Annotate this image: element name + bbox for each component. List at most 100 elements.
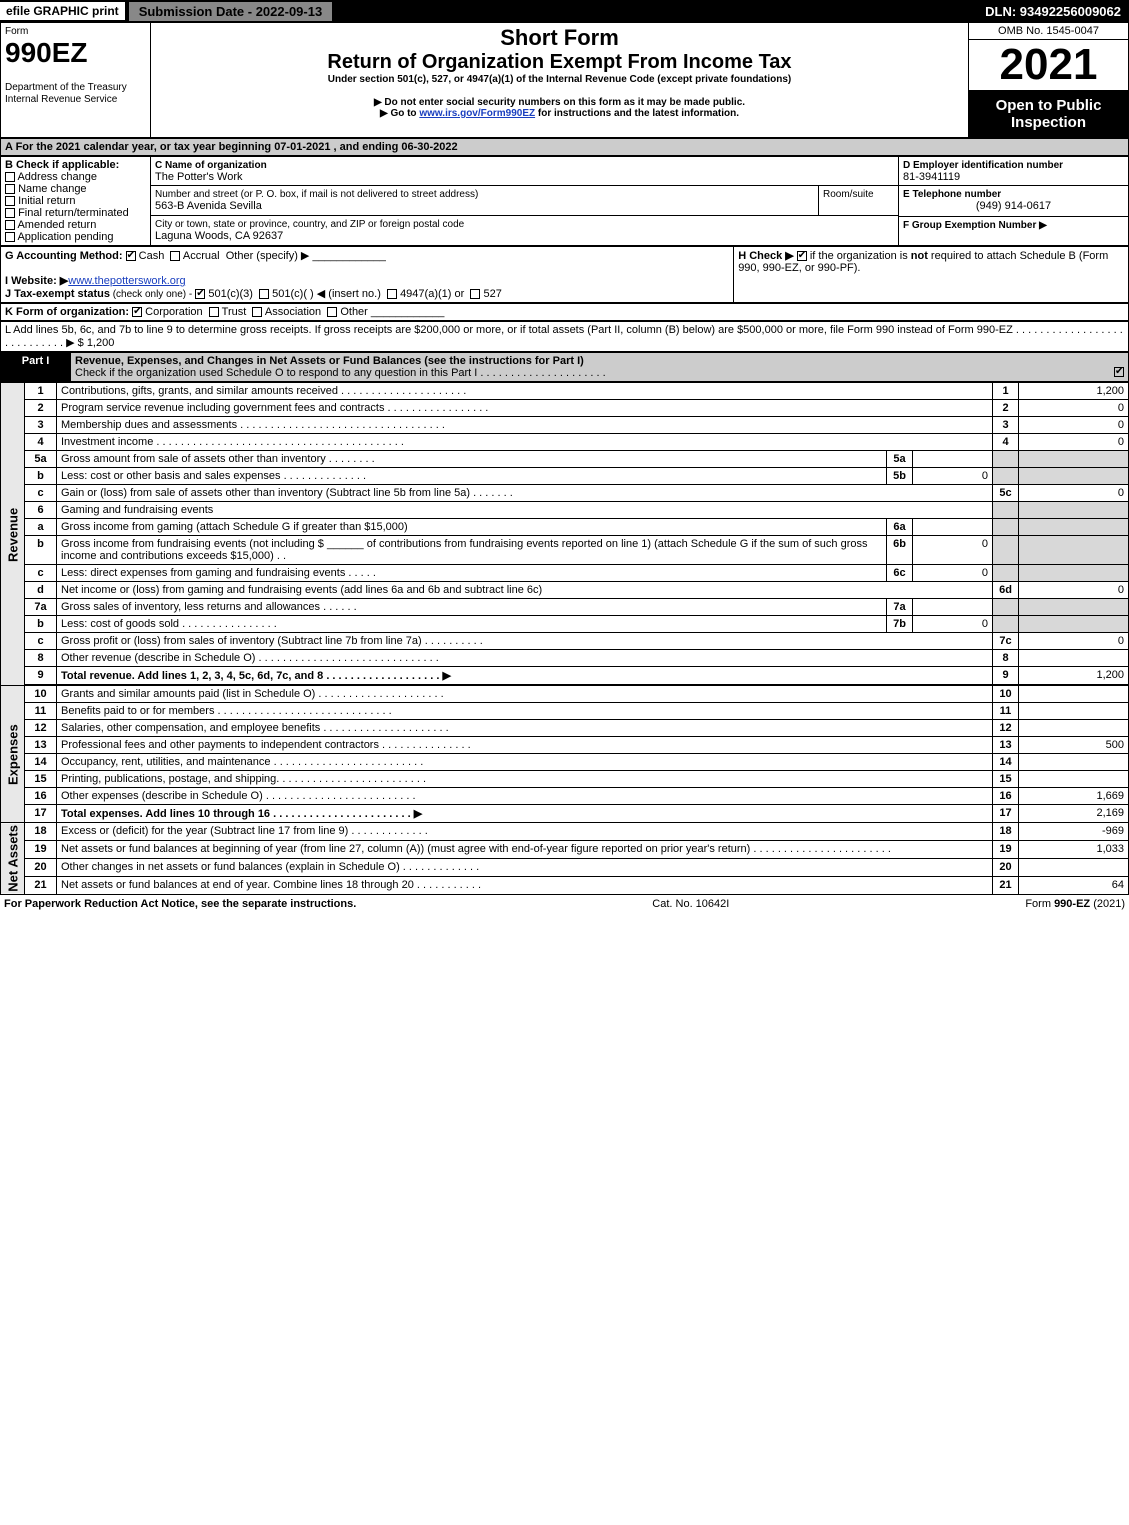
checkbox-amended-return[interactable] [5,220,15,230]
line-amount [1019,650,1129,667]
footer-right-pre: Form [1025,898,1054,910]
c-city-label: City or town, state or province, country… [155,219,464,230]
shaded-cell [1019,519,1129,536]
line-num: 16 [25,788,57,805]
netassets-section-label: Net Assets [1,823,25,895]
line-text: Total expenses. Add lines 10 through 16 … [57,805,993,823]
line-text: Membership dues and assessments . . . . … [57,417,993,434]
room-suite-label: Room/suite [823,189,874,200]
shaded-cell [1019,565,1129,582]
checkbox-schedule-o[interactable] [1114,367,1124,377]
line-amount: 0 [1019,633,1129,650]
org-name: The Potter's Work [155,171,242,183]
line-refnum: 2 [993,400,1019,417]
h-label: H Check ▶ [738,250,794,262]
efile-label[interactable]: efile GRAPHIC print [0,2,125,20]
expenses-section-label: Expenses [1,686,25,823]
note-goto-pre: ▶ Go to [380,108,419,119]
checkbox-corporation[interactable] [132,307,142,317]
shaded-cell [993,565,1019,582]
line-refnum: 10 [993,686,1019,703]
j-501c: 501(c)( ) ◀ (insert no.) [272,288,381,300]
line-amount: 1,033 [1019,840,1129,858]
part1-label: Part I [1,353,71,382]
submission-date: Submission Date - 2022-09-13 [129,2,333,21]
checkbox-accrual[interactable] [170,251,180,261]
checkbox-name-change[interactable] [5,184,15,194]
sub-refnum: 7a [887,599,913,616]
b-opt-4: Amended return [17,219,96,231]
checkbox-initial-return[interactable] [5,196,15,206]
footer-right: Form 990-EZ (2021) [1025,898,1125,910]
checkbox-final-return[interactable] [5,208,15,218]
checkbox-527[interactable] [470,289,480,299]
line-text: Gross sales of inventory, less returns a… [57,599,887,616]
line-num: 1 [25,383,57,400]
line-refnum: 11 [993,703,1019,720]
street-address: 563-B Avenida Sevilla [155,200,262,212]
checkbox-cash[interactable] [126,251,136,261]
checkbox-application-pending[interactable] [5,232,15,242]
section-bcdef: B Check if applicable: Address change Na… [0,156,1129,246]
checkbox-association[interactable] [252,307,262,317]
k-corp: Corporation [145,306,202,318]
shaded-cell [993,519,1019,536]
checkbox-trust[interactable] [209,307,219,317]
sub-amount [913,519,993,536]
checkbox-4947[interactable] [387,289,397,299]
line-amount [1019,754,1129,771]
c-addr-label: Number and street (or P. O. box, if mail… [155,189,478,200]
checkbox-501c3[interactable] [195,289,205,299]
line-amount [1019,686,1129,703]
line-text: Gaming and fundraising events [57,502,993,519]
revenue-section-label: Revenue [1,383,25,686]
line-amount: 2,169 [1019,805,1129,823]
line-num: c [25,485,57,502]
k-label: K Form of organization: [5,306,129,318]
g-cash: Cash [139,250,165,262]
checkbox-other[interactable] [327,307,337,317]
row-a: A For the 2021 calendar year, or tax yea… [0,138,1129,156]
f-label: F Group Exemption Number ▶ [903,220,1047,231]
line-refnum: 9 [993,667,1019,685]
line-text: Salaries, other compensation, and employ… [57,720,993,737]
g-other: Other (specify) ▶ [226,250,310,262]
line-text: Gross income from fundraising events (no… [57,536,887,565]
dln: DLN: 93492256009062 [977,2,1129,21]
line-text: Gross income from gaming (attach Schedul… [57,519,887,536]
line-text: Gross amount from sale of assets other t… [57,451,887,468]
footer-left: For Paperwork Reduction Act Notice, see … [4,898,356,910]
line-refnum: 4 [993,434,1019,451]
sub-refnum: 5a [887,451,913,468]
line-amount: 0 [1019,582,1129,599]
top-bar: efile GRAPHIC print Submission Date - 20… [0,0,1129,22]
line-num: 12 [25,720,57,737]
line-amount: 0 [1019,417,1129,434]
line-text: Other expenses (describe in Schedule O) … [57,788,993,805]
g-accrual: Accrual [183,250,220,262]
h-text-pre: if the organization is [810,250,911,262]
line-num: 4 [25,434,57,451]
j-527: 527 [483,288,501,300]
line-text-part1: Gross income from fundraising events (no… [61,538,324,550]
line-num: 6 [25,502,57,519]
line-text: Occupancy, rent, utilities, and maintena… [57,754,993,771]
checkbox-address-change[interactable] [5,172,15,182]
k-assoc: Association [265,306,321,318]
short-form-title: Short Form [155,25,964,51]
website-link[interactable]: www.thepotterswork.org [68,275,185,287]
d-label: D Employer identification number [903,160,1063,171]
line-amount [1019,771,1129,788]
line-text: Contributions, gifts, grants, and simila… [57,383,993,400]
dept-irs: Internal Revenue Service [5,94,117,105]
note-goto: ▶ Go to www.irs.gov/Form990EZ for instru… [155,108,964,119]
checkbox-h[interactable] [797,251,807,261]
line-num: d [25,582,57,599]
irs-link[interactable]: www.irs.gov/Form990EZ [419,108,535,119]
checkbox-501c[interactable] [259,289,269,299]
shaded-cell [1019,616,1129,633]
line-refnum: 20 [993,858,1019,876]
line-text: Net assets or fund balances at end of ye… [57,876,993,894]
l-text: L Add lines 5b, 6c, and 7b to line 9 to … [1,322,1129,352]
line-refnum: 8 [993,650,1019,667]
